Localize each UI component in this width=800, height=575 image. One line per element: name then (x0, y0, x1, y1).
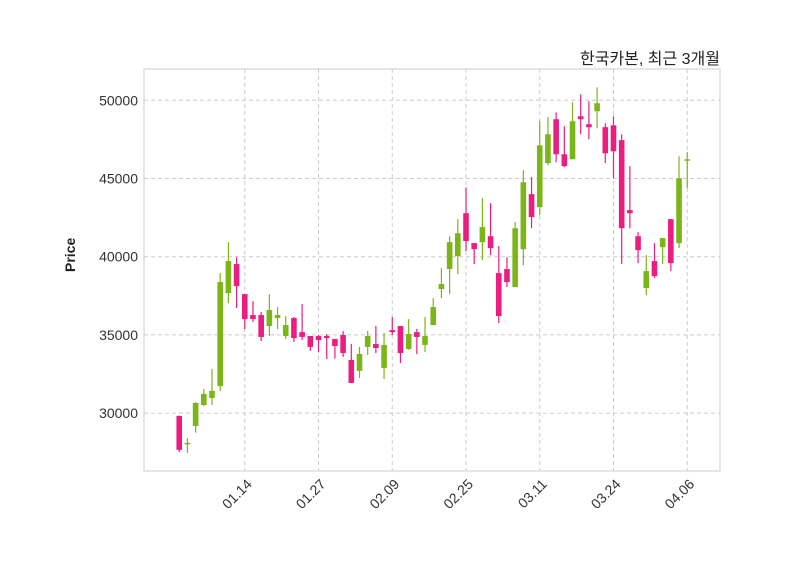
candle-body (373, 343, 379, 349)
candle-body (659, 238, 666, 248)
candle-body (479, 227, 486, 243)
candle-body (201, 393, 207, 405)
chart-title: 한국카본, 최근 3개월 (580, 51, 720, 68)
candle-body (586, 124, 592, 128)
x-tick-label: 01.14 (219, 476, 255, 512)
candle-body (668, 219, 674, 264)
candle-body (176, 415, 183, 450)
candle-body (684, 159, 691, 161)
candle-body (520, 182, 527, 250)
candle-body (356, 353, 363, 371)
candle-body (414, 332, 420, 337)
candle-body (676, 178, 682, 244)
plot-frame (143, 68, 721, 472)
y-tick-label: 40000 (99, 249, 138, 265)
y-tick-label: 35000 (99, 327, 138, 343)
candle-body (209, 390, 215, 398)
y-tick-label: 30000 (99, 405, 138, 421)
candle-body (397, 325, 404, 354)
candle-body (422, 336, 428, 345)
candle-body (307, 336, 314, 347)
candle-body (282, 325, 289, 337)
candle-body (291, 318, 297, 339)
x-tick-label: 02.25 (440, 476, 476, 512)
candle-body (217, 282, 223, 387)
y-tick-label: 50000 (99, 92, 138, 108)
x-tick-label: 01.27 (293, 476, 329, 512)
candle-body (594, 103, 600, 112)
candle-body (381, 344, 387, 368)
candle-body (184, 442, 191, 445)
x-tick-label: 03.11 (515, 476, 551, 512)
candle-body (323, 336, 330, 339)
candle-body (569, 121, 576, 160)
candle-body (389, 330, 396, 333)
candle-body (299, 332, 305, 337)
candle-body (364, 336, 371, 347)
candle-body (332, 338, 338, 347)
y-tick-label: 45000 (99, 170, 138, 186)
candle-body (561, 154, 568, 167)
candle-body (241, 294, 248, 320)
candle-body (340, 335, 346, 354)
candle-body (602, 127, 609, 154)
candle-body (577, 116, 584, 120)
candle-body (446, 242, 453, 270)
candle-body (643, 271, 650, 288)
candle-body (225, 261, 232, 294)
x-tick-label: 03.24 (588, 476, 624, 512)
candle-body (233, 264, 240, 287)
candle-body (348, 359, 355, 383)
candle-body (250, 315, 256, 320)
candle-body (627, 210, 633, 214)
candle-body (545, 134, 551, 164)
candle-body (455, 233, 461, 257)
candle-body (438, 284, 445, 290)
candle-body (192, 402, 199, 426)
candle-body (528, 194, 535, 218)
candle-body (651, 261, 658, 277)
candle-body (618, 140, 625, 229)
candle-body (495, 273, 502, 316)
candle-body (315, 336, 322, 341)
x-tick-label: 02.09 (366, 476, 402, 512)
candle-body (258, 315, 264, 337)
candle-body (405, 333, 412, 349)
candle-body (504, 269, 510, 283)
candle-body (487, 236, 494, 249)
candle-body (553, 119, 559, 155)
candle-body (266, 310, 273, 326)
candle-body (274, 315, 281, 319)
candle-body (536, 145, 543, 208)
candle-body (430, 307, 437, 326)
candle-body (512, 228, 518, 288)
x-tick-label: 04.06 (661, 476, 697, 512)
candle-body (463, 213, 469, 242)
candle-body (610, 125, 617, 152)
candle-body (471, 243, 477, 250)
candle-body (635, 236, 641, 251)
